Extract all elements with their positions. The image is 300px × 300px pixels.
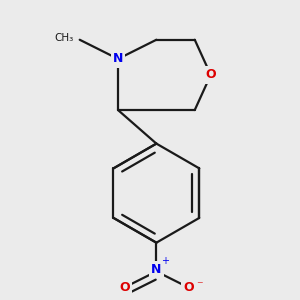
Text: N: N [151,263,162,276]
Text: O: O [119,281,130,294]
Text: N: N [113,52,123,65]
Text: CH₃: CH₃ [54,33,73,43]
Text: +: + [161,256,169,266]
Text: ⁻: ⁻ [196,279,203,292]
Text: O: O [206,68,216,81]
Text: O: O [183,281,194,294]
